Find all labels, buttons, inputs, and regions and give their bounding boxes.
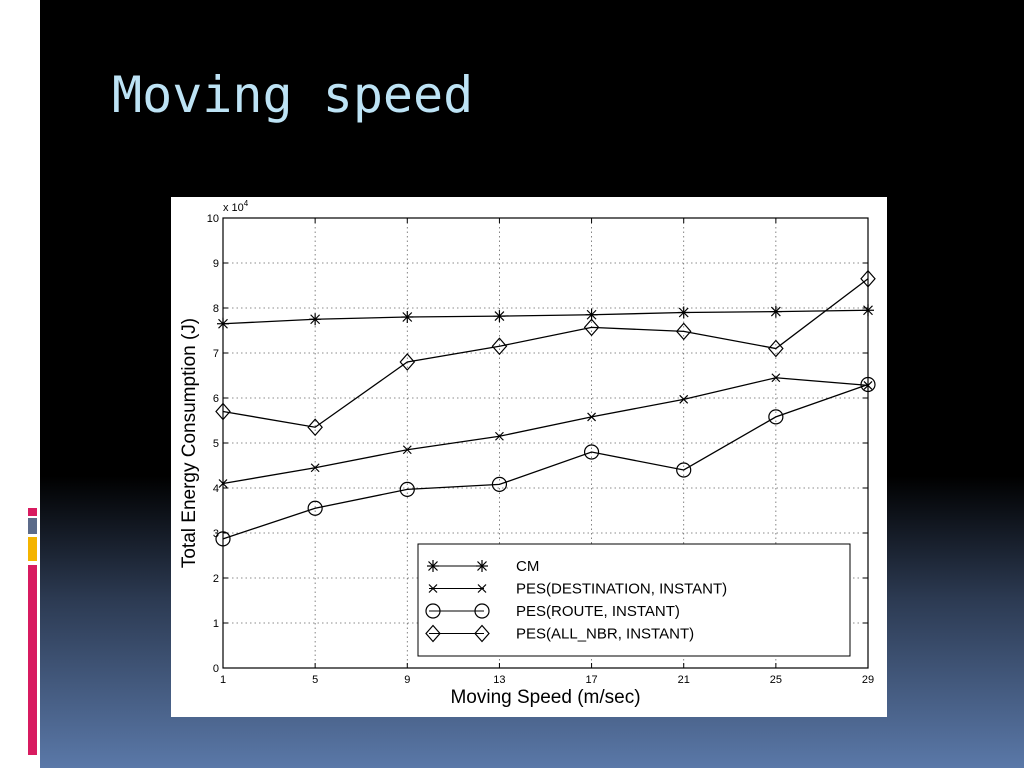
y-tick-label: 3 (213, 528, 219, 540)
series-line (222, 377, 869, 485)
data-point (493, 310, 506, 323)
accent-bar-1 (28, 508, 37, 516)
series-line (222, 309, 869, 325)
data-point (215, 402, 231, 421)
x-tick-label: 29 (862, 674, 874, 686)
x-tick-label: 9 (404, 674, 410, 686)
accent-bar-4 (28, 565, 37, 755)
y-tick-label: 1 (213, 618, 219, 630)
x-tick-label: 25 (770, 674, 782, 686)
legend-label: PES(ROUTE, INSTANT) (516, 603, 680, 620)
legend: CM PES(DESTINATION, INSTANT) PES(ROUTE, IN… (417, 543, 851, 657)
x-tick-label: 5 (312, 674, 318, 686)
y-tick-label: 0 (213, 663, 219, 675)
legend-marker (474, 603, 490, 619)
series-3 (215, 376, 876, 547)
series-layer (215, 269, 876, 547)
y-tick-label: 2 (213, 573, 219, 585)
legend-item-3: PES(ROUTE, INSTANT) (425, 603, 680, 620)
data-point (399, 353, 416, 371)
data-point (860, 269, 876, 288)
data-point (768, 409, 784, 425)
chart-panel: 0 1 2 3 4 5 6 7 8 9 10 1 5 9 13 17 21 25 29 x 104 Total E… (171, 197, 887, 717)
x-axis-label: Moving Speed (m/sec) (450, 687, 640, 708)
legend-marker (425, 624, 441, 643)
data-point (676, 462, 692, 478)
data-point (679, 394, 689, 404)
data-point (583, 444, 600, 460)
legend-marker (428, 584, 438, 593)
data-point (585, 308, 598, 321)
legend-marker (477, 584, 487, 593)
x-tick-label: 17 (585, 674, 597, 686)
data-point (863, 380, 873, 390)
data-point (309, 313, 322, 326)
data-point (768, 339, 784, 358)
data-point (583, 318, 600, 337)
data-point (769, 305, 782, 318)
x-axis: 1 5 9 13 17 21 25 29 (220, 218, 874, 686)
data-point (587, 412, 596, 422)
data-point (491, 337, 508, 356)
data-point (771, 373, 781, 383)
data-point (215, 531, 231, 547)
y-multiplier: x 104 (223, 199, 249, 214)
data-point (399, 481, 415, 497)
data-point (675, 322, 692, 341)
series-line (222, 278, 869, 428)
y-tick-label: 8 (213, 303, 219, 315)
y-tick-label: 9 (213, 258, 219, 270)
series-2 (218, 373, 873, 488)
legend-label: PES(DESTINATION, INSTANT) (516, 581, 727, 598)
y-tick-label: 4 (213, 483, 219, 495)
data-point (217, 317, 229, 330)
legend-marker (427, 560, 439, 572)
y-tick-label: 7 (213, 348, 219, 360)
x-tick-label: 1 (220, 674, 226, 686)
legend-label: PES(ALL_NBR, INSTANT) (516, 626, 694, 643)
series-4 (215, 269, 876, 437)
data-point (491, 476, 508, 492)
data-point (401, 311, 414, 323)
y-tick-label: 6 (213, 393, 219, 405)
legend-item-2: PES(DESTINATION, INSTANT) (428, 581, 727, 598)
data-point (495, 431, 504, 441)
accent-bar-3 (28, 537, 37, 561)
series-line (222, 383, 869, 540)
data-point (860, 376, 876, 393)
accent-bar-2 (28, 518, 37, 534)
y-axis-label: Total Energy Consumption (J) (179, 318, 200, 568)
y-tick-label: 10 (207, 213, 219, 225)
data-point (310, 463, 320, 473)
y-axis: 0 1 2 3 4 5 6 7 8 9 10 (207, 213, 868, 675)
legend-label: CM (516, 558, 539, 575)
data-point (402, 445, 412, 455)
x-tick-label: 21 (678, 674, 690, 686)
data-point (862, 304, 874, 317)
x-tick-label: 13 (493, 674, 505, 686)
data-point (307, 418, 323, 437)
data-point (307, 500, 323, 516)
legend-item-1: CM (427, 558, 539, 575)
y-tick-label: 5 (213, 438, 219, 450)
series-1 (217, 304, 874, 330)
legend-marker (474, 624, 490, 643)
slide-title: Moving speed (112, 66, 474, 124)
legend-marker (476, 560, 488, 572)
legend-item-4: PES(ALL_NBR, INSTANT) (425, 624, 694, 643)
data-point (218, 479, 228, 488)
legend-box (417, 543, 851, 657)
legend-marker (425, 603, 441, 619)
data-point (677, 306, 690, 319)
